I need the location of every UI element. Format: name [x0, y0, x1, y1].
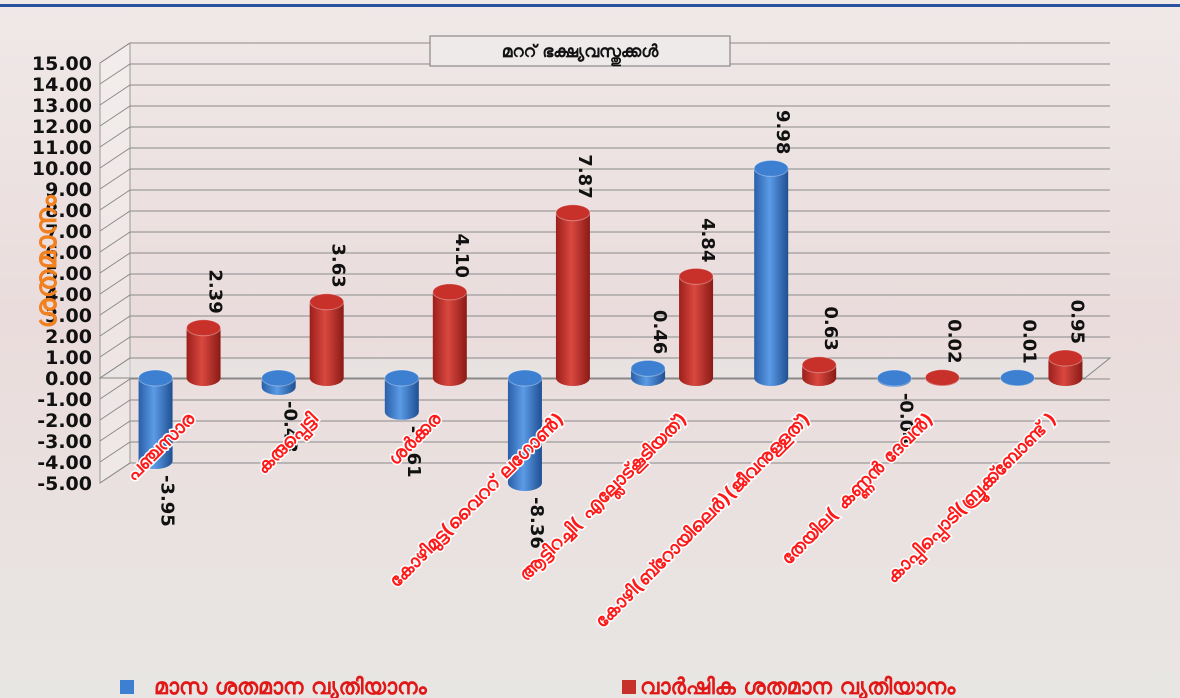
bar-monthly [138, 369, 174, 469]
bar-monthly [384, 369, 420, 420]
bar-annual [1047, 349, 1083, 386]
y-tick-label: -1.00 [37, 389, 92, 411]
data-label-monthly: -8.36 [526, 497, 547, 549]
y-tick-label: 10.00 [32, 158, 92, 180]
data-labels: -3.95 2.39 -0.43 3.63 -1.61 4.10 -8.36 7.87 0.46… [157, 110, 1088, 549]
y-tick-label: 5.00 [45, 263, 92, 285]
y-axis-label: ശതമാനം [29, 194, 64, 329]
y-tick-label: 14.00 [32, 74, 92, 96]
y-axis-ticks: 15.0014.0013.0012.0011.0010.009.008.007.… [32, 53, 92, 495]
legend-label-annual: വാർഷിക ശതമാന വ്യതിയാനം [640, 675, 956, 698]
y-tick-label: 13.00 [32, 95, 92, 117]
y-tick-label: 12.00 [32, 116, 92, 138]
data-label-monthly: -1.61 [403, 426, 424, 478]
y-tick-label: 3.00 [45, 305, 92, 327]
chart-title-box: മററ് ഭക്ഷ്യവസ്തുക്കൾ [429, 35, 731, 67]
legend-swatch-annual [622, 680, 636, 694]
data-label-monthly: 0.46 [649, 310, 670, 354]
y-tick-label: 0.00 [45, 368, 92, 390]
legend: മാസ ശതമാന വ്യതിയാനം വാർഷിക ശതമാന വ്യതിയാ… [120, 675, 956, 698]
bar-annual [555, 204, 591, 386]
data-label-monthly: 0.01 [1018, 319, 1039, 363]
data-label-monthly: 9.98 [772, 110, 793, 154]
data-label-monthly: -0.04 [895, 393, 916, 445]
y-tick-label: 2.00 [45, 326, 92, 348]
y-tick-label: 8.00 [45, 200, 92, 222]
bars [138, 159, 1083, 491]
y-tick-label: -4.00 [37, 452, 92, 474]
data-label-annual: 4.84 [697, 218, 718, 262]
data-label-monthly: -0.43 [280, 401, 301, 453]
y-tick-label: 4.00 [45, 284, 92, 306]
bar-monthly [261, 369, 297, 396]
bar-annual [924, 369, 960, 387]
data-label-annual: 0.95 [1066, 300, 1087, 344]
data-label-annual: 2.39 [205, 269, 226, 313]
top-border [0, 4, 1180, 7]
y-tick-label: 9.00 [45, 179, 92, 201]
bar-monthly [876, 369, 912, 387]
bar-monthly [999, 369, 1035, 387]
y-tick-label: -5.00 [37, 473, 92, 495]
y-tick-label: 6.00 [45, 242, 92, 264]
data-label-annual: 0.63 [820, 306, 841, 350]
y-tick-label: -2.00 [37, 410, 92, 432]
data-label-annual: 3.63 [328, 243, 349, 287]
bar-annual [309, 293, 345, 386]
y-tick-label: 1.00 [45, 347, 92, 369]
bar-annual [678, 267, 714, 386]
legend-label-monthly: മാസ ശതമാന വ്യതിയാനം [154, 675, 428, 698]
data-label-annual: 4.10 [451, 233, 472, 277]
bar-annual [801, 356, 837, 386]
y-tick-label: 11.00 [32, 137, 92, 159]
bar-annual [186, 319, 222, 386]
data-label-monthly: -3.95 [157, 475, 178, 527]
bar-monthly [630, 359, 666, 386]
y-tick-label: -3.00 [37, 431, 92, 453]
bar-monthly [753, 159, 789, 386]
y-tick-label: 7.00 [45, 221, 92, 243]
bar-monthly [507, 369, 543, 491]
y-tick-label: 15.00 [32, 53, 92, 75]
data-label-annual: 0.02 [943, 319, 964, 363]
bar-annual [432, 283, 468, 386]
legend-swatch-monthly [120, 680, 134, 694]
data-label-annual: 7.87 [574, 154, 595, 198]
